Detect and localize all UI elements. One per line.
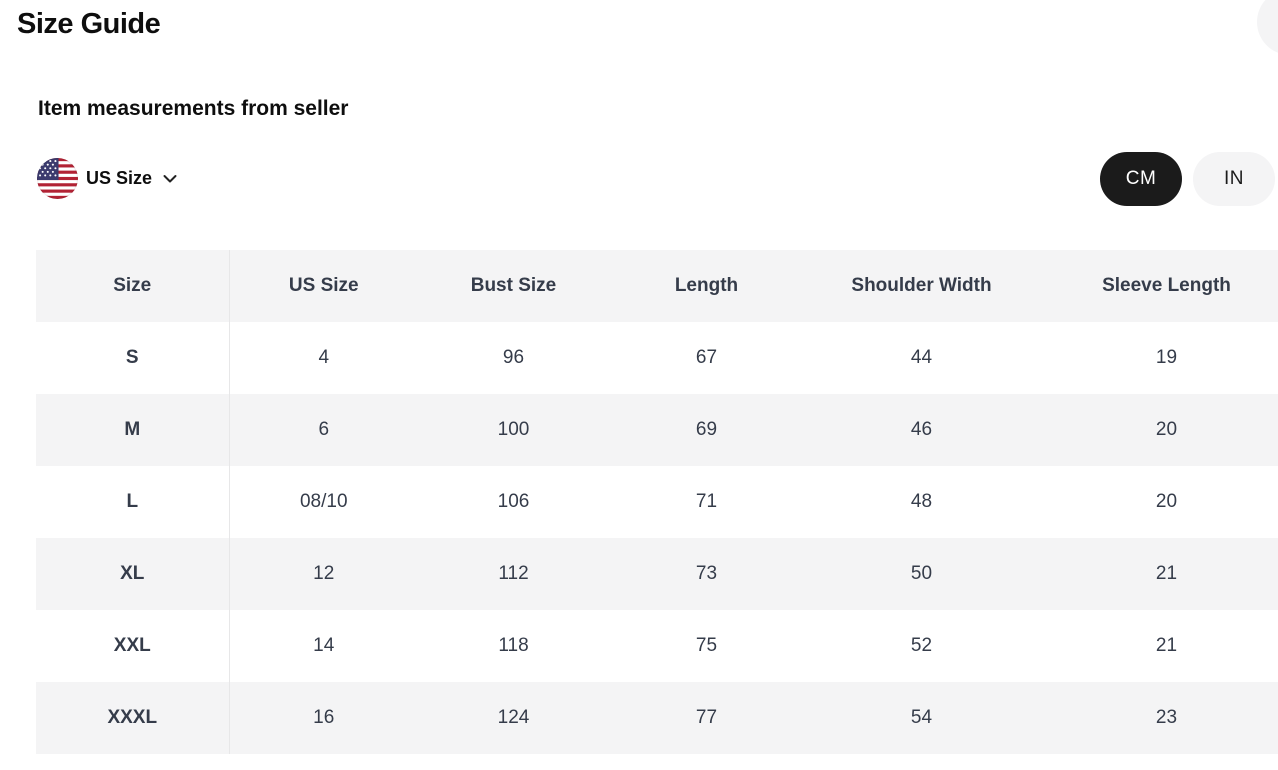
measurement-cell: 124 [418, 682, 609, 754]
unit-option-cm[interactable]: CM [1100, 152, 1182, 206]
measurement-cell: 20 [1039, 394, 1278, 466]
column-header: Length [609, 250, 804, 322]
measurement-cell: 48 [910, 491, 933, 512]
chevron-down-icon [162, 171, 178, 189]
measurement-cell: 08/10 [299, 491, 348, 512]
measurement-cell: 69 [609, 394, 804, 466]
close-button[interactable]: ✕ [1257, 0, 1278, 55]
measurement-cell: 20 [1155, 491, 1178, 512]
table-row: L 08/10 106 71 48 20 [36, 466, 1278, 538]
size-label-cell: XL [36, 538, 230, 610]
measurement-cell: 44 [910, 347, 933, 368]
measurement-cell: 6 [229, 394, 418, 466]
size-label-cell: S [36, 322, 230, 394]
measurement-cell: 73 [609, 538, 804, 610]
measurement-cell: 96 [502, 347, 525, 368]
unit-toggle: CM IN [1100, 152, 1275, 206]
measurement-cell: 67 [695, 347, 718, 368]
measurement-cell: 4 [318, 347, 330, 368]
size-label-cell: XXL [36, 610, 230, 682]
unit-option-in[interactable]: IN [1193, 152, 1275, 206]
measurement-cell: 23 [1039, 682, 1278, 754]
column-header: US Size [229, 250, 418, 322]
section-heading: Item measurements from seller [38, 97, 349, 120]
measurement-cell: 16 [229, 682, 418, 754]
measurement-cell: 12 [229, 538, 418, 610]
measurement-cell: 77 [609, 682, 804, 754]
column-header: Sleeve Length [1039, 250, 1278, 322]
measurement-cell: 46 [804, 394, 1039, 466]
measurement-cell: 106 [497, 491, 530, 512]
region-size-label: US Size [86, 167, 153, 188]
size-table: Size US Size Bust Size Length Shoulder Width… [36, 250, 1278, 754]
measurement-cell: 19 [1155, 347, 1178, 368]
measurement-cell: 71 [695, 491, 718, 512]
measurement-cell: 118 [498, 635, 529, 656]
measurement-cell: 14 [313, 635, 335, 656]
table-row: XXL 14 118 75 52 21 [36, 610, 1278, 682]
region-size-dropdown[interactable]: US Size [37, 157, 178, 199]
measurement-cell: 21 [1039, 538, 1278, 610]
column-header: Size [36, 250, 230, 322]
measurement-cell: 52 [910, 635, 933, 656]
us-flag-icon [37, 157, 78, 199]
table-row: XL 12 112 73 50 21 [36, 538, 1278, 610]
table-row: XXXL 16 124 77 54 23 [36, 682, 1278, 754]
column-header: Shoulder Width [804, 250, 1039, 322]
table-row: S 4 96 67 44 19 [36, 322, 1278, 394]
measurement-cell: 75 [695, 635, 718, 656]
measurement-cell: 21 [1155, 635, 1178, 656]
measurement-cell: 112 [418, 538, 609, 610]
size-table-container: Size US Size Bust Size Length Shoulder Width… [36, 250, 1278, 754]
size-table-body: S 4 96 67 44 19 M 6 100 69 46 20 L 08/10 106 71 48 20 XL 12… [36, 322, 1278, 754]
measurement-cell: 100 [418, 394, 609, 466]
table-header-row: Size US Size Bust Size Length Shoulder Width… [36, 250, 1278, 322]
measurement-cell: 54 [804, 682, 1039, 754]
column-header: Bust Size [418, 250, 609, 322]
size-label-cell: XXXL [36, 682, 230, 754]
size-label-cell: L [36, 466, 230, 538]
measurement-cell: 50 [804, 538, 1039, 610]
page-title: Size Guide [17, 8, 161, 40]
table-row: M 6 100 69 46 20 [36, 394, 1278, 466]
size-label-cell: M [36, 394, 230, 466]
